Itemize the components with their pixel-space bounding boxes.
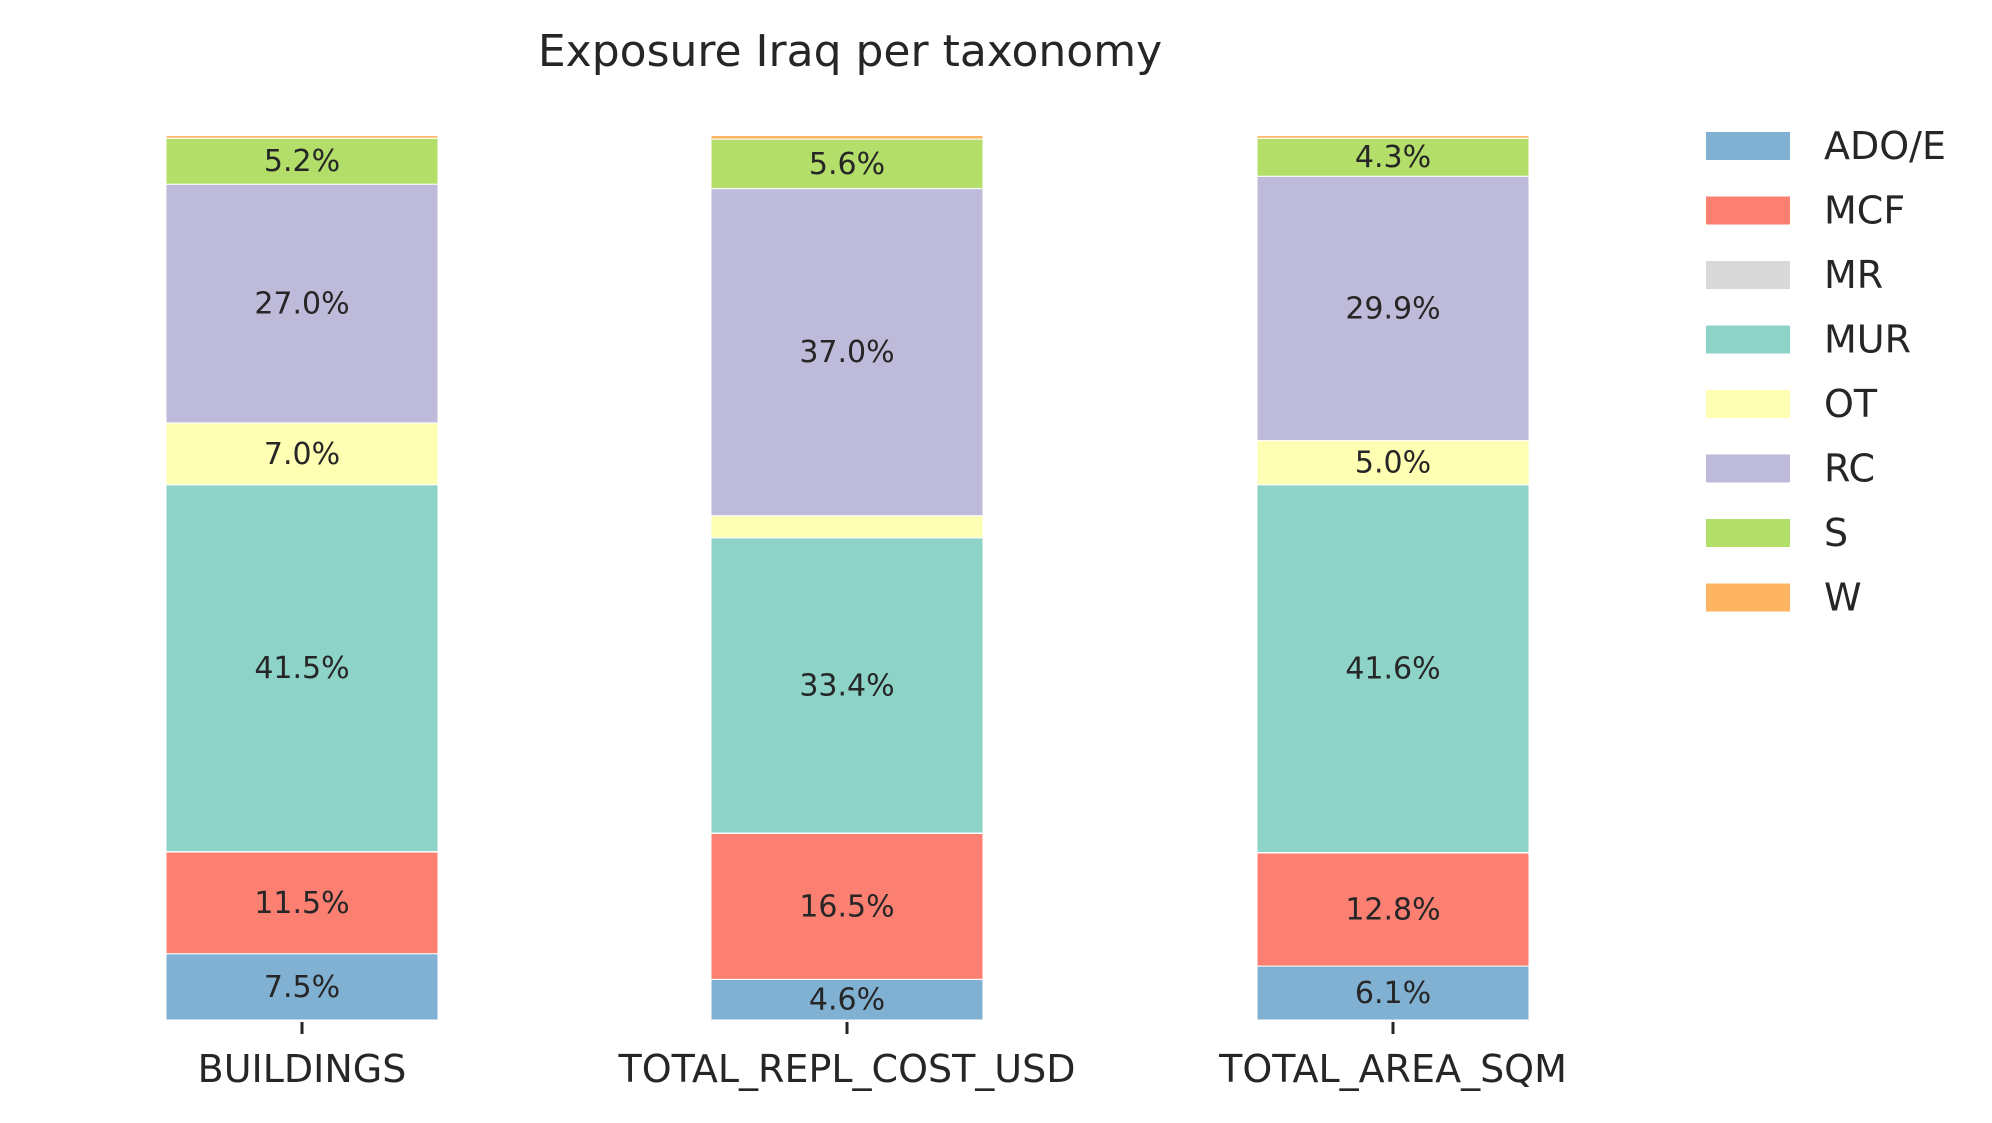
legend-label-ot: OT xyxy=(1824,382,1878,426)
chart-title: Exposure Iraq per taxonomy xyxy=(538,26,1162,77)
legend-label-mur: MUR xyxy=(1824,318,1911,362)
bars-layer: 7.5% 11.5% 41.5% 7.0% 27.0% 5.2% 4.6% 16.5% 33.4… xyxy=(166,136,1529,1020)
data-label: 11.5% xyxy=(254,886,349,921)
data-label: 5.2% xyxy=(264,144,340,179)
x-tick-label: TOTAL_REPL_COST_USD xyxy=(617,1047,1075,1091)
legend-swatch-ado-e xyxy=(1706,132,1790,160)
data-label: 41.6% xyxy=(1345,652,1440,687)
data-label: 7.5% xyxy=(264,970,340,1005)
data-label: 29.9% xyxy=(1345,291,1440,326)
data-label: 5.0% xyxy=(1355,446,1431,481)
data-label: 12.8% xyxy=(1345,893,1440,928)
bar-segment-w-total-repl-cost-usd xyxy=(711,136,983,140)
legend-label-w: W xyxy=(1824,576,1862,620)
bar-segment-w-total-area-sqm xyxy=(1257,136,1529,139)
legend-label-rc: RC xyxy=(1824,447,1875,491)
data-label: 4.6% xyxy=(809,983,885,1018)
data-label: 5.6% xyxy=(809,147,885,182)
legend-label-s: S xyxy=(1824,511,1848,555)
legend-label-mcf: MCF xyxy=(1824,189,1905,233)
bar-segment-ot-total-repl-cost-usd xyxy=(711,516,983,538)
legend-swatch-mr xyxy=(1706,261,1790,289)
x-axis: BUILDINGS TOTAL_REPL_COST_USD TOTAL_AREA_S… xyxy=(198,1022,1567,1091)
legend-swatch-mcf xyxy=(1706,197,1790,225)
legend: ADO/E MCF MR MUR OT RC SW xyxy=(1706,124,1946,620)
data-label: 6.1% xyxy=(1355,976,1431,1011)
data-label: 41.5% xyxy=(254,651,349,686)
legend-swatch-s xyxy=(1706,519,1790,547)
legend-label-mr: MR xyxy=(1824,253,1883,297)
x-tick-label: TOTAL_AREA_SQM xyxy=(1218,1047,1567,1091)
legend-swatch-mur xyxy=(1706,326,1790,354)
data-label: 33.4% xyxy=(799,668,894,703)
data-label: 37.0% xyxy=(799,335,894,370)
legend-swatch-ot xyxy=(1706,390,1790,418)
data-label: 16.5% xyxy=(799,889,894,924)
data-label: 27.0% xyxy=(254,287,349,322)
legend-swatch-w xyxy=(1706,584,1790,612)
bar-segment-w-buildings xyxy=(166,136,438,139)
data-label: 4.3% xyxy=(1355,140,1431,175)
legend-label-ado-e: ADO/E xyxy=(1824,124,1946,168)
data-label: 7.0% xyxy=(264,437,340,472)
x-tick-label: BUILDINGS xyxy=(198,1047,407,1091)
legend-swatch-rc xyxy=(1706,455,1790,483)
